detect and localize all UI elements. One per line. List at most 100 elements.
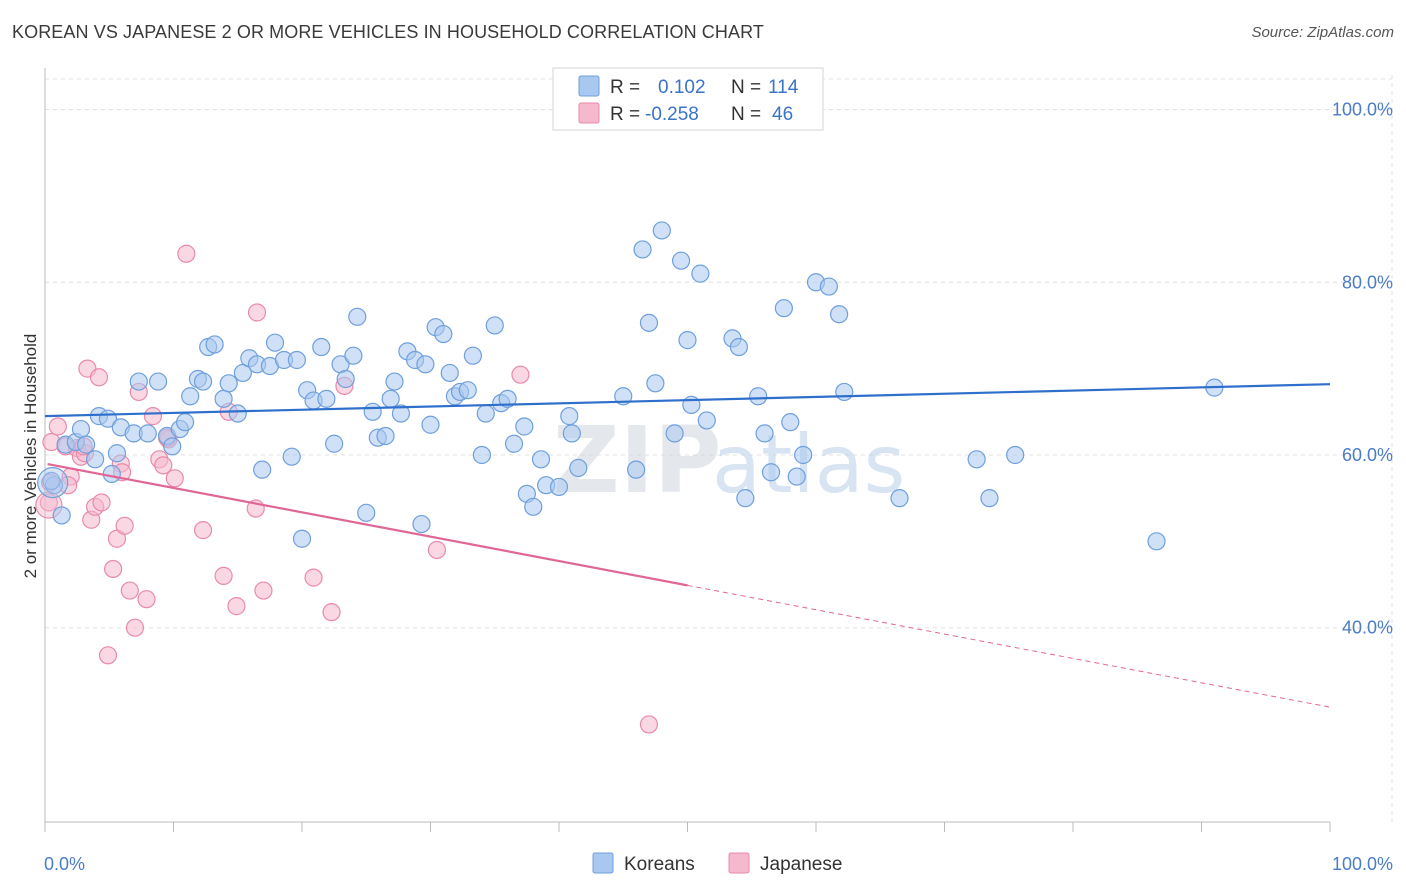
korean-point xyxy=(476,404,495,423)
series-legend: Koreans Japanese xyxy=(592,852,842,875)
korean-point xyxy=(71,419,91,439)
japanese-point xyxy=(48,417,67,436)
korean-point xyxy=(107,444,127,463)
korean-point xyxy=(787,467,806,486)
korean-point xyxy=(498,389,517,408)
korean-point xyxy=(524,497,543,516)
legend-r-label: R = xyxy=(610,104,640,125)
korean-point xyxy=(138,424,157,443)
korean-point xyxy=(412,514,431,534)
japanese-point xyxy=(214,566,233,585)
korean-point xyxy=(678,331,697,350)
korean-point xyxy=(472,445,491,465)
y-tick-label: 80.0% xyxy=(1342,272,1393,292)
korean-point xyxy=(175,413,195,432)
legend-swatch-japanese xyxy=(578,102,600,124)
korean-point xyxy=(421,415,440,434)
japanese-trend-line-dashed xyxy=(687,584,1331,708)
korean-point xyxy=(357,503,376,522)
watermark: ZIP atlas xyxy=(553,407,905,514)
korean-point xyxy=(549,477,569,497)
korean-point xyxy=(205,335,224,354)
series-legend-swatch-japanese xyxy=(728,852,750,874)
korean-point xyxy=(485,316,504,335)
korean-point xyxy=(504,434,524,453)
korean-point xyxy=(344,346,363,365)
korean-point xyxy=(129,372,148,391)
japanese-point xyxy=(304,568,323,587)
chart-title: KOREAN VS JAPANESE 2 OR MORE VEHICLES IN… xyxy=(12,22,764,42)
japanese-point xyxy=(125,618,145,637)
korean-point xyxy=(265,333,285,352)
legend-r-value-koreans: 0.102 xyxy=(658,77,706,98)
korean-point xyxy=(193,372,213,391)
korean-point xyxy=(652,221,671,240)
korean-point xyxy=(569,458,588,478)
korean-point xyxy=(463,346,483,365)
japanese-point xyxy=(137,590,156,609)
japanese-point xyxy=(193,521,213,540)
japanese-point xyxy=(120,581,139,600)
korean-point xyxy=(697,411,716,430)
japanese-point xyxy=(322,603,341,622)
japanese-point xyxy=(639,715,659,734)
korean-point xyxy=(86,450,105,469)
legend-r-label: R = xyxy=(610,77,640,98)
japanese-point xyxy=(89,368,109,387)
korean-point xyxy=(794,445,813,465)
korean-point xyxy=(774,299,793,318)
korean-point xyxy=(531,450,551,469)
korean-point xyxy=(434,324,453,344)
japanese-point xyxy=(39,493,58,512)
korean-points xyxy=(37,221,1224,551)
korean-point xyxy=(1147,532,1166,551)
korean-point xyxy=(671,251,691,270)
japanese-point xyxy=(115,516,134,535)
korean-point xyxy=(749,387,768,406)
korean-point xyxy=(381,389,400,408)
korean-point xyxy=(1006,445,1025,465)
legend-n-label: N = xyxy=(731,104,761,125)
korean-point xyxy=(282,447,301,466)
korean-point xyxy=(363,402,382,421)
legend-r-value-japanese: -0.258 xyxy=(645,104,699,125)
legend-n-label: N = xyxy=(731,77,761,98)
korean-point xyxy=(458,381,477,400)
korean-point xyxy=(214,389,233,408)
y-tick-label: 100.0% xyxy=(1332,100,1393,120)
korean-point xyxy=(348,307,367,326)
korean-point xyxy=(253,460,272,479)
korean-point xyxy=(967,450,986,469)
korean-point xyxy=(560,407,579,426)
korean-point xyxy=(385,372,404,391)
legend-n-value-japanese: 46 xyxy=(772,104,793,125)
japanese-point xyxy=(92,493,111,512)
stats-legend: R = 0.102 N = 114 R = -0.258 N = 46 xyxy=(552,67,824,131)
korean-point xyxy=(646,374,665,393)
korean-point xyxy=(77,435,96,454)
korean-point xyxy=(515,417,534,436)
korean-point xyxy=(562,424,581,443)
korean-point xyxy=(633,240,652,259)
japanese-point xyxy=(247,303,267,322)
legend-swatch-koreans xyxy=(578,75,600,97)
y-tick-labels: 40.0% 60.0% 80.0% 100.0% xyxy=(1332,100,1393,638)
korean-point xyxy=(336,369,355,389)
japanese-trend-line xyxy=(47,463,688,587)
korean-trend-line xyxy=(44,383,1331,418)
korean-point xyxy=(42,471,61,490)
korean-point xyxy=(639,313,659,332)
series-legend-swatch-koreans xyxy=(592,852,614,874)
korean-point xyxy=(181,387,200,406)
japanese-point xyxy=(511,365,530,384)
source-credit: Source: ZipAtlas.com xyxy=(1251,24,1394,41)
y-axis-label: 2 or more Vehicles in Household xyxy=(21,334,40,579)
japanese-point xyxy=(104,559,123,579)
korean-point xyxy=(819,277,838,296)
japanese-point xyxy=(98,646,118,665)
x-tick-labels: 0.0% 100.0% xyxy=(44,854,1393,874)
korean-point xyxy=(102,464,121,484)
korean-point xyxy=(219,374,238,393)
korean-point xyxy=(287,350,306,370)
